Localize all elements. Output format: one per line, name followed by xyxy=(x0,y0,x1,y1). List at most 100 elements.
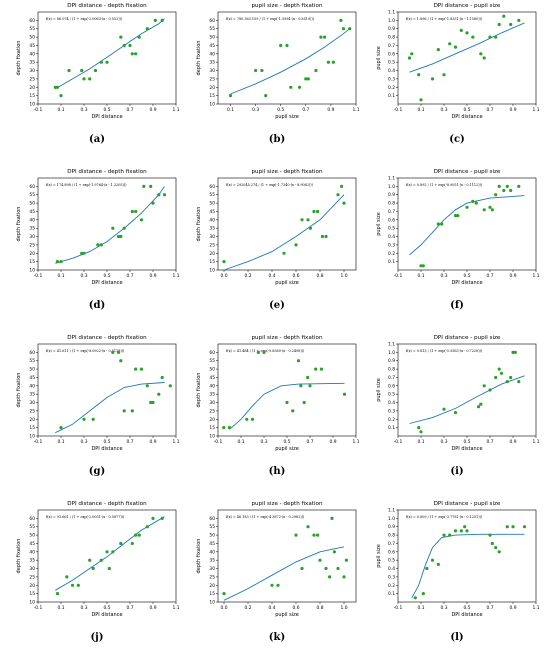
data-point xyxy=(341,27,346,31)
data-point xyxy=(494,546,498,550)
data-point xyxy=(430,77,435,81)
data-point xyxy=(344,558,348,562)
data-point xyxy=(299,384,303,388)
plot-frame xyxy=(397,11,537,105)
fit-curve xyxy=(409,195,525,256)
y-axis-label: depth fixation xyxy=(16,41,22,76)
data-point xyxy=(417,73,421,77)
y-tick-label: 0.5 xyxy=(388,60,395,66)
x-axis-label: DPI distance xyxy=(91,280,122,286)
y-tick-label: 40 xyxy=(29,51,35,57)
data-point xyxy=(134,52,138,56)
y-tick-label: 35 xyxy=(209,392,215,398)
chart-svg: DPI distance - depth fixation -0.1 0.1 0.3 0… xyxy=(16,335,180,452)
data-point xyxy=(250,417,255,421)
x-tick-label: 1.1 xyxy=(533,273,540,279)
y-tick-label: 50 xyxy=(29,35,35,41)
fit-curve xyxy=(55,18,165,90)
data-point xyxy=(509,188,513,193)
y-tick-label: 60 xyxy=(29,350,35,356)
x-tick-label: 0.1 xyxy=(58,605,65,611)
y-tick-label: 55 xyxy=(209,358,215,364)
data-point xyxy=(285,43,289,48)
y-tick-label: 1.1 xyxy=(388,10,395,16)
subfigure-label: (i) xyxy=(450,466,464,477)
data-point xyxy=(137,35,141,39)
data-point xyxy=(128,43,132,48)
data-point xyxy=(314,367,318,371)
data-point xyxy=(111,550,115,554)
y-tick-label: 30 xyxy=(29,68,35,74)
data-point xyxy=(488,388,492,392)
data-point xyxy=(130,209,134,214)
y-tick-label: 0.5 xyxy=(388,226,395,232)
plot-frame xyxy=(397,177,537,271)
data-point xyxy=(59,426,63,430)
x-tick-label: 0.0 xyxy=(221,605,228,611)
y-tick-label: 50 xyxy=(209,533,215,539)
data-point xyxy=(407,56,412,60)
data-point xyxy=(139,367,144,371)
x-axis-label: DPI distance xyxy=(451,612,482,618)
x-tick-label: 0.6 xyxy=(293,273,300,279)
data-point xyxy=(306,525,310,529)
data-point xyxy=(160,375,164,380)
data-point xyxy=(490,208,494,212)
data-point xyxy=(93,68,98,73)
y-tick-label: 0.4 xyxy=(388,68,395,74)
x-tick-label: 0.7 xyxy=(127,605,134,611)
y-tick-label: 0.6 xyxy=(388,51,395,57)
x-tick-label: 0.1 xyxy=(227,107,234,113)
y-tick-label: 10 xyxy=(209,102,215,108)
x-tick-label: -0.1 xyxy=(394,605,403,611)
y-tick-label: 20 xyxy=(209,251,215,257)
data-point xyxy=(291,409,295,413)
x-tick-label: -0.1 xyxy=(394,273,403,279)
data-point xyxy=(145,384,149,388)
data-point xyxy=(442,533,446,537)
x-tick-label: -0.1 xyxy=(34,273,43,279)
y-tick-label: 0.6 xyxy=(388,217,395,223)
x-axis-label: DPI distance xyxy=(451,446,482,452)
data-point xyxy=(419,264,423,268)
data-point xyxy=(340,184,344,188)
chart-panel: DPI distance - pupil size -0.1 0.1 0.3 0.5 0.… xyxy=(372,332,542,482)
x-tick-label: 0.0 xyxy=(221,273,228,279)
data-point xyxy=(306,375,310,380)
y-tick-label: 45 xyxy=(209,209,215,215)
data-point xyxy=(339,18,343,22)
x-axis-label: DPI distance xyxy=(451,280,482,286)
y-tick-label: 40 xyxy=(29,383,35,389)
data-point xyxy=(245,417,249,421)
y-tick-label: 20 xyxy=(29,417,35,423)
fit-equation: f(x) = 292045.274 / (1 + exp(-1.7340·(x … xyxy=(226,183,314,187)
fit-equation: f(x) = 1.896 / (1 + exp(-1.8351·(x - 1.1… xyxy=(406,17,483,21)
y-tick-label: 15 xyxy=(209,93,215,99)
plot-frame xyxy=(37,177,177,271)
chart-panel: DPI distance - depth fixation -0.1 0.1 0.3 0… xyxy=(12,498,182,648)
data-point xyxy=(119,234,123,239)
data-point xyxy=(53,85,57,89)
y-tick-label: 0.9 xyxy=(388,192,395,198)
data-point xyxy=(82,77,86,81)
chart-panel: DPI distance - depth fixation -0.1 0.1 0.3 0… xyxy=(12,0,182,150)
data-point xyxy=(168,384,172,388)
y-tick-label: 30 xyxy=(29,400,35,406)
data-point xyxy=(421,592,425,596)
fit-curve xyxy=(223,546,345,601)
data-point xyxy=(479,402,483,406)
data-point xyxy=(482,384,486,388)
plot-frame xyxy=(217,343,357,437)
x-tick-label: -0.1 xyxy=(34,439,43,445)
data-point xyxy=(319,35,323,39)
y-tick-label: 15 xyxy=(29,425,35,431)
data-point xyxy=(59,94,63,98)
x-tick-label: 0.1 xyxy=(58,439,65,445)
y-tick-label: 35 xyxy=(209,60,215,66)
data-point xyxy=(482,208,486,212)
y-tick-label: 0.1 xyxy=(388,93,395,99)
x-tick-label: 0.3 xyxy=(441,107,448,113)
subfigure-label: (c) xyxy=(449,134,465,145)
data-point xyxy=(456,214,460,218)
y-tick-label: 45 xyxy=(29,375,35,381)
